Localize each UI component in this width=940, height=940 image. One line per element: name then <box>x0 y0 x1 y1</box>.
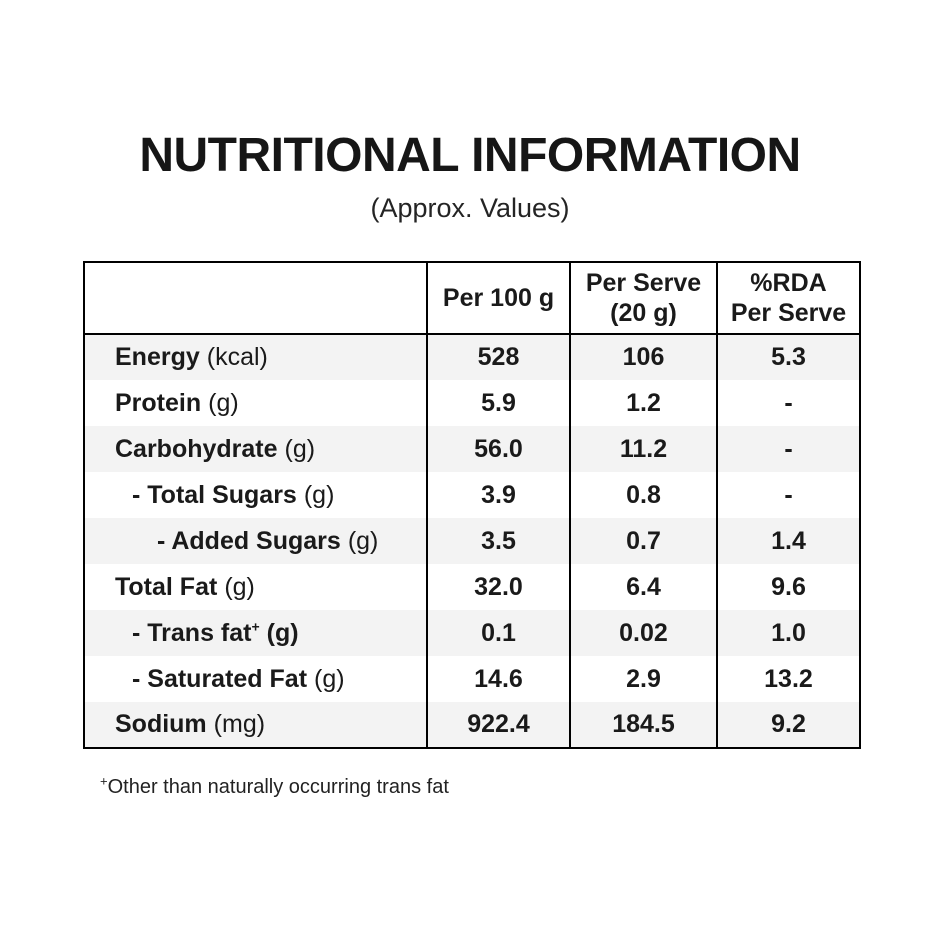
nutrient-name: Sodium <box>115 710 207 738</box>
value-per-serve: 2.9 <box>569 656 717 702</box>
value-per-serve: 0.8 <box>569 472 717 518</box>
footnote: +Other than naturally occurring trans fa… <box>100 773 940 799</box>
table-row: - Total Sugars (g) 3.9 0.8 - <box>84 472 860 518</box>
footnote-marker: + <box>100 773 108 789</box>
value-per-100g: 32.0 <box>426 564 570 610</box>
value-per-100g: 14.6 <box>426 656 570 702</box>
value-rda-per-serve: 9.6 <box>716 564 860 610</box>
value-per-100g: 56.0 <box>426 426 570 472</box>
nutrient-name: Carbohydrate <box>115 434 278 463</box>
value-rda-per-serve: - <box>716 426 860 472</box>
col-header-per-100g: Per 100 g <box>426 262 570 335</box>
value-per-100g: 528 <box>426 334 570 380</box>
value-per-100g: 3.9 <box>426 472 570 518</box>
col-header-blank <box>84 262 427 335</box>
table-row: - Saturated Fat (g) 14.6 2.9 13.2 <box>84 656 860 702</box>
nutrient-unit: (mg) <box>213 710 266 738</box>
nutrition-label-page: NUTRITIONAL INFORMATION (Approx. Values)… <box>0 128 940 940</box>
table-row: Carbohydrate (g) 56.0 11.2 - <box>84 426 860 472</box>
nutrient-name: Protein <box>115 388 202 417</box>
table-row: - Trans fat+ (g) 0.1 0.02 1.0 <box>84 610 860 656</box>
nutrient-unit: (g) <box>266 618 299 647</box>
value-rda-per-serve: - <box>716 472 860 518</box>
value-per-serve: 11.2 <box>569 426 717 472</box>
nutrient-unit: (g) <box>314 664 345 693</box>
nutrient-unit: (g) <box>347 526 379 555</box>
value-rda-per-serve: 5.3 <box>716 334 860 380</box>
footnote-text: Other than naturally occurring trans fat <box>107 776 449 798</box>
table-row: Energy (kcal) 528 106 5.3 <box>84 334 860 380</box>
value-per-100g: 922.4 <box>426 702 570 748</box>
value-rda-per-serve: 1.0 <box>716 610 860 656</box>
nutrient-name: Energy <box>115 343 200 371</box>
value-per-serve: 0.02 <box>569 610 717 656</box>
table-row: Protein (g) 5.9 1.2 - <box>84 380 860 426</box>
value-per-100g: 5.9 <box>426 380 570 426</box>
col-header-per-serve: Per Serve (20 g) <box>569 262 717 335</box>
nutrient-name: Total Fat <box>115 572 218 601</box>
nutrient-name: - Total Sugars <box>132 480 297 509</box>
value-rda-per-serve: 1.4 <box>716 518 860 564</box>
value-per-100g: 0.1 <box>426 610 570 656</box>
col-header-rda-per-serve: %RDA Per Serve <box>716 262 860 335</box>
value-rda-per-serve: 9.2 <box>716 702 860 748</box>
table-row: Total Fat (g) 32.0 6.4 9.6 <box>84 564 860 610</box>
nutrient-name: - Trans fat <box>132 618 252 647</box>
value-rda-per-serve: - <box>716 380 860 426</box>
table-row: Sodium (mg) 922.4 184.5 9.2 <box>84 702 860 748</box>
value-rda-per-serve: 13.2 <box>716 656 860 702</box>
value-per-serve: 184.5 <box>569 702 717 748</box>
nutrient-unit: (kcal) <box>206 343 268 371</box>
value-per-100g: 3.5 <box>426 518 570 564</box>
page-title: NUTRITIONAL INFORMATION <box>139 129 801 182</box>
value-per-serve: 6.4 <box>569 564 717 610</box>
value-per-serve: 1.2 <box>569 380 717 426</box>
page-subtitle: (Approx. Values) <box>370 193 570 223</box>
header-row: Per 100 g Per Serve (20 g) %RDA Per Serv… <box>84 262 860 335</box>
nutrient-unit: (g) <box>224 572 255 601</box>
nutrient-footnote-marker: + <box>251 618 260 635</box>
nutrition-table: Per 100 g Per Serve (20 g) %RDA Per Serv… <box>83 261 861 749</box>
value-per-serve: 106 <box>569 334 717 380</box>
nutrient-unit: (g) <box>284 434 316 463</box>
nutrient-unit: (g) <box>208 388 239 417</box>
value-per-serve: 0.7 <box>569 518 717 564</box>
nutrient-name: - Added Sugars <box>157 526 341 555</box>
nutrient-name: - Saturated Fat <box>132 664 308 693</box>
nutrient-unit: (g) <box>303 480 335 509</box>
table-row: - Added Sugars (g) 3.5 0.7 1.4 <box>84 518 860 564</box>
